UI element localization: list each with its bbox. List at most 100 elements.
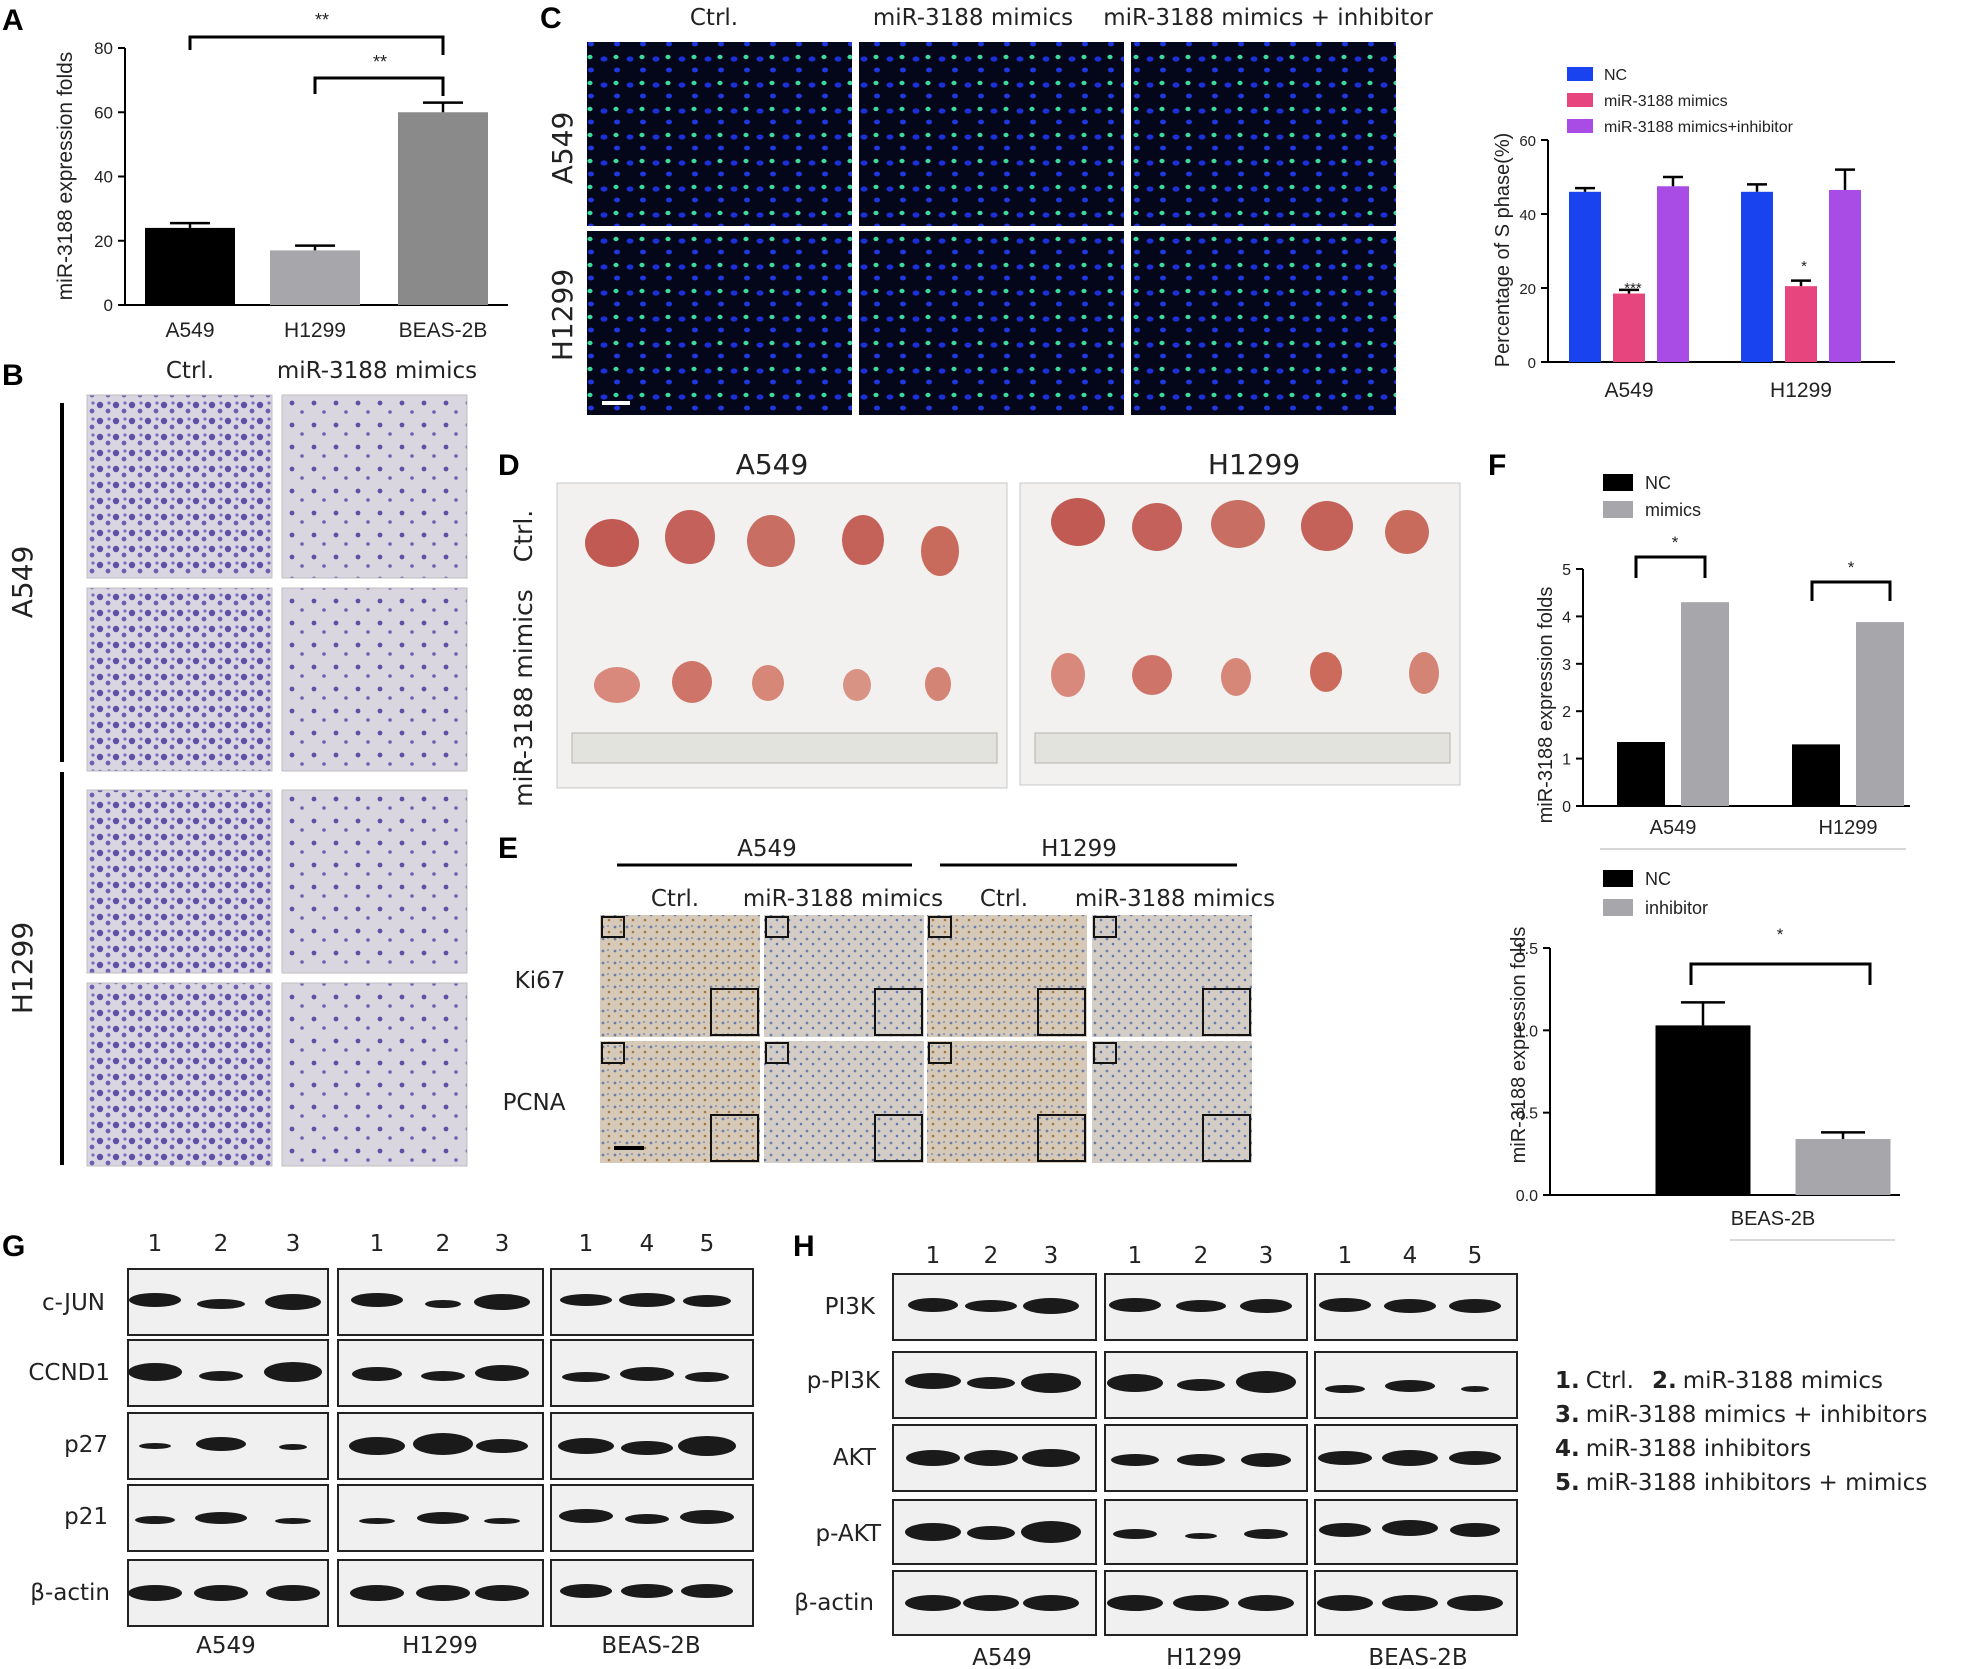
y-tick-label: 80 [94, 39, 113, 58]
inset-box [765, 1042, 789, 1064]
ihc-image [764, 1041, 924, 1163]
y-tick-label: 0.0 [1516, 1188, 1538, 1205]
band [359, 1518, 395, 1524]
band [905, 1523, 961, 1541]
inset-box [928, 1042, 952, 1064]
panel-label-g: G [2, 1230, 25, 1263]
panel-label-d: D [498, 449, 520, 482]
inset-box [1037, 1114, 1086, 1162]
tumor [1310, 652, 1342, 692]
y-tick-label: 2 [1562, 704, 1571, 721]
band [199, 1371, 243, 1381]
band [1021, 1373, 1081, 1393]
h-cell-line: A549 [972, 1645, 1032, 1669]
y-tick-label: 4 [1562, 609, 1571, 626]
band [1021, 1521, 1081, 1543]
band [1449, 1299, 1501, 1313]
g-protein-label: p21 [64, 1504, 108, 1530]
y-axis-label: Percentage of S phase(%) [1492, 133, 1514, 368]
band [967, 1526, 1015, 1540]
tumor [752, 665, 784, 701]
band [139, 1443, 171, 1449]
tumor [921, 526, 959, 576]
band [476, 1439, 528, 1453]
band [1177, 1454, 1225, 1466]
inset-box [710, 988, 759, 1036]
band [129, 1293, 181, 1307]
g-lane: 2 [214, 1231, 229, 1257]
legend-num: 5. [1555, 1470, 1580, 1496]
edu-image [587, 42, 852, 226]
band [1382, 1520, 1438, 1536]
band [1238, 1595, 1294, 1611]
inset-box [1202, 1114, 1251, 1162]
b-row-label-a549: A549 [6, 546, 39, 619]
band [1319, 1523, 1371, 1537]
y-tick-label: 1.5 [1516, 941, 1538, 958]
colony-plate [86, 982, 273, 1167]
x-tick-label: H1299 [1770, 379, 1832, 402]
legend-swatch [1603, 870, 1633, 887]
panel-label-h: H [793, 1230, 815, 1263]
y-tick-label: 0.5 [1516, 1106, 1538, 1123]
inset-box [601, 916, 625, 938]
band [1113, 1529, 1157, 1539]
band [1107, 1595, 1163, 1611]
c-col-label-ctrl: Ctrl. [690, 5, 738, 31]
band [560, 1294, 612, 1306]
band [685, 1372, 729, 1382]
d-row-label-ctrl: Ctrl. [509, 510, 538, 562]
ruler [571, 732, 998, 764]
h-protein-label: PI3K [825, 1294, 876, 1320]
band [279, 1444, 307, 1450]
bar [145, 227, 235, 305]
lane-legend: 1. Ctrl. 2. miR-3188 mimics 3. miR-3188 mimi… [1555, 1368, 1927, 1496]
h-protein-label: AKT [833, 1445, 877, 1471]
band [1176, 1300, 1226, 1312]
band [1236, 1371, 1296, 1393]
legend-label: mimics [1645, 500, 1701, 520]
legend-swatch [1567, 93, 1593, 107]
band [266, 1585, 320, 1601]
bar [1829, 189, 1861, 362]
h-lane: 1 [1338, 1243, 1353, 1269]
y-tick-label: 0 [104, 296, 113, 315]
svg-text:3.miR-3188 mimics + inhibitors: 3. miR-3188 mimics + inhibitors [1555, 1402, 1927, 1428]
band [474, 1294, 530, 1310]
colony-plate [86, 587, 273, 772]
g-lane: 1 [148, 1231, 163, 1257]
band [560, 1584, 612, 1598]
tumor [1132, 655, 1172, 695]
legend-label: miR-3188 mimics [1604, 93, 1728, 110]
g-lane: 1 [370, 1231, 385, 1257]
x-tick-label: BEAS-2B [399, 319, 488, 342]
band [964, 1450, 1018, 1466]
panel-label-c: C [540, 2, 562, 35]
band [621, 1441, 673, 1455]
significance-mark: ** [315, 10, 329, 30]
panel-h: 1 2 3 1 2 3 1 4 5 PI3K p-PI3K AKT p-AKT … [794, 1243, 1927, 1669]
band [195, 1512, 247, 1524]
ihc-image [600, 1041, 760, 1163]
band [681, 1584, 733, 1598]
legend-num: 1. [1555, 1368, 1580, 1394]
d-row-label-mimics: miR-3188 mimics [509, 589, 538, 807]
significance-mark: * [1777, 925, 1784, 944]
g-lane: 3 [286, 1231, 301, 1257]
tumor [1409, 652, 1439, 694]
inset-box [1093, 916, 1117, 938]
band [421, 1371, 465, 1381]
band [1447, 1595, 1503, 1611]
legend-swatch [1603, 501, 1633, 518]
ihc-image [764, 915, 924, 1037]
bar [1569, 191, 1601, 362]
band [906, 1450, 960, 1466]
band [1382, 1595, 1438, 1611]
edu-image [587, 231, 852, 415]
y-tick-label: 20 [1519, 281, 1536, 298]
panel-label-b: B [2, 359, 24, 392]
h-lane: 1 [926, 1243, 941, 1269]
legend-text: miR-3188 inhibitors + mimics [1586, 1470, 1928, 1496]
band [1241, 1453, 1291, 1467]
